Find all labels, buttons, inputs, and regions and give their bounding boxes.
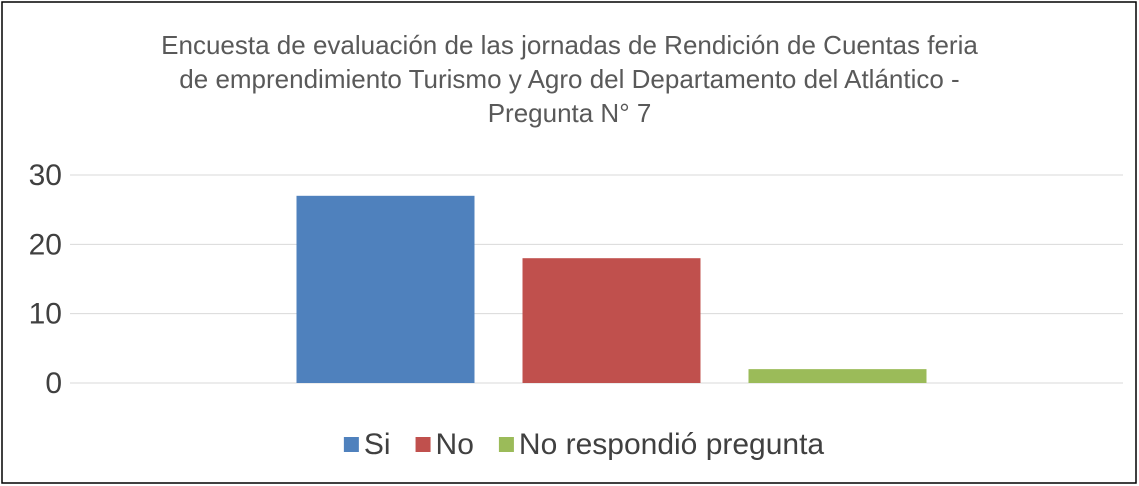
legend-label: No: [436, 428, 474, 461]
legend-label: Si: [364, 428, 391, 461]
y-tick-label: 30: [29, 159, 62, 192]
chart-title: Encuesta de evaluación de las jornadas d…: [161, 30, 978, 128]
y-tick-label: 20: [29, 228, 62, 261]
y-tick-label: 10: [29, 298, 62, 331]
bar: [522, 258, 701, 383]
legend-swatch: [498, 437, 514, 452]
bar: [296, 195, 475, 383]
legend-swatch: [415, 437, 431, 452]
bar: [748, 369, 927, 383]
y-tick-label: 0: [45, 367, 62, 400]
legend-swatch: [343, 437, 359, 452]
legend-label: No respondió pregunta: [519, 428, 825, 461]
